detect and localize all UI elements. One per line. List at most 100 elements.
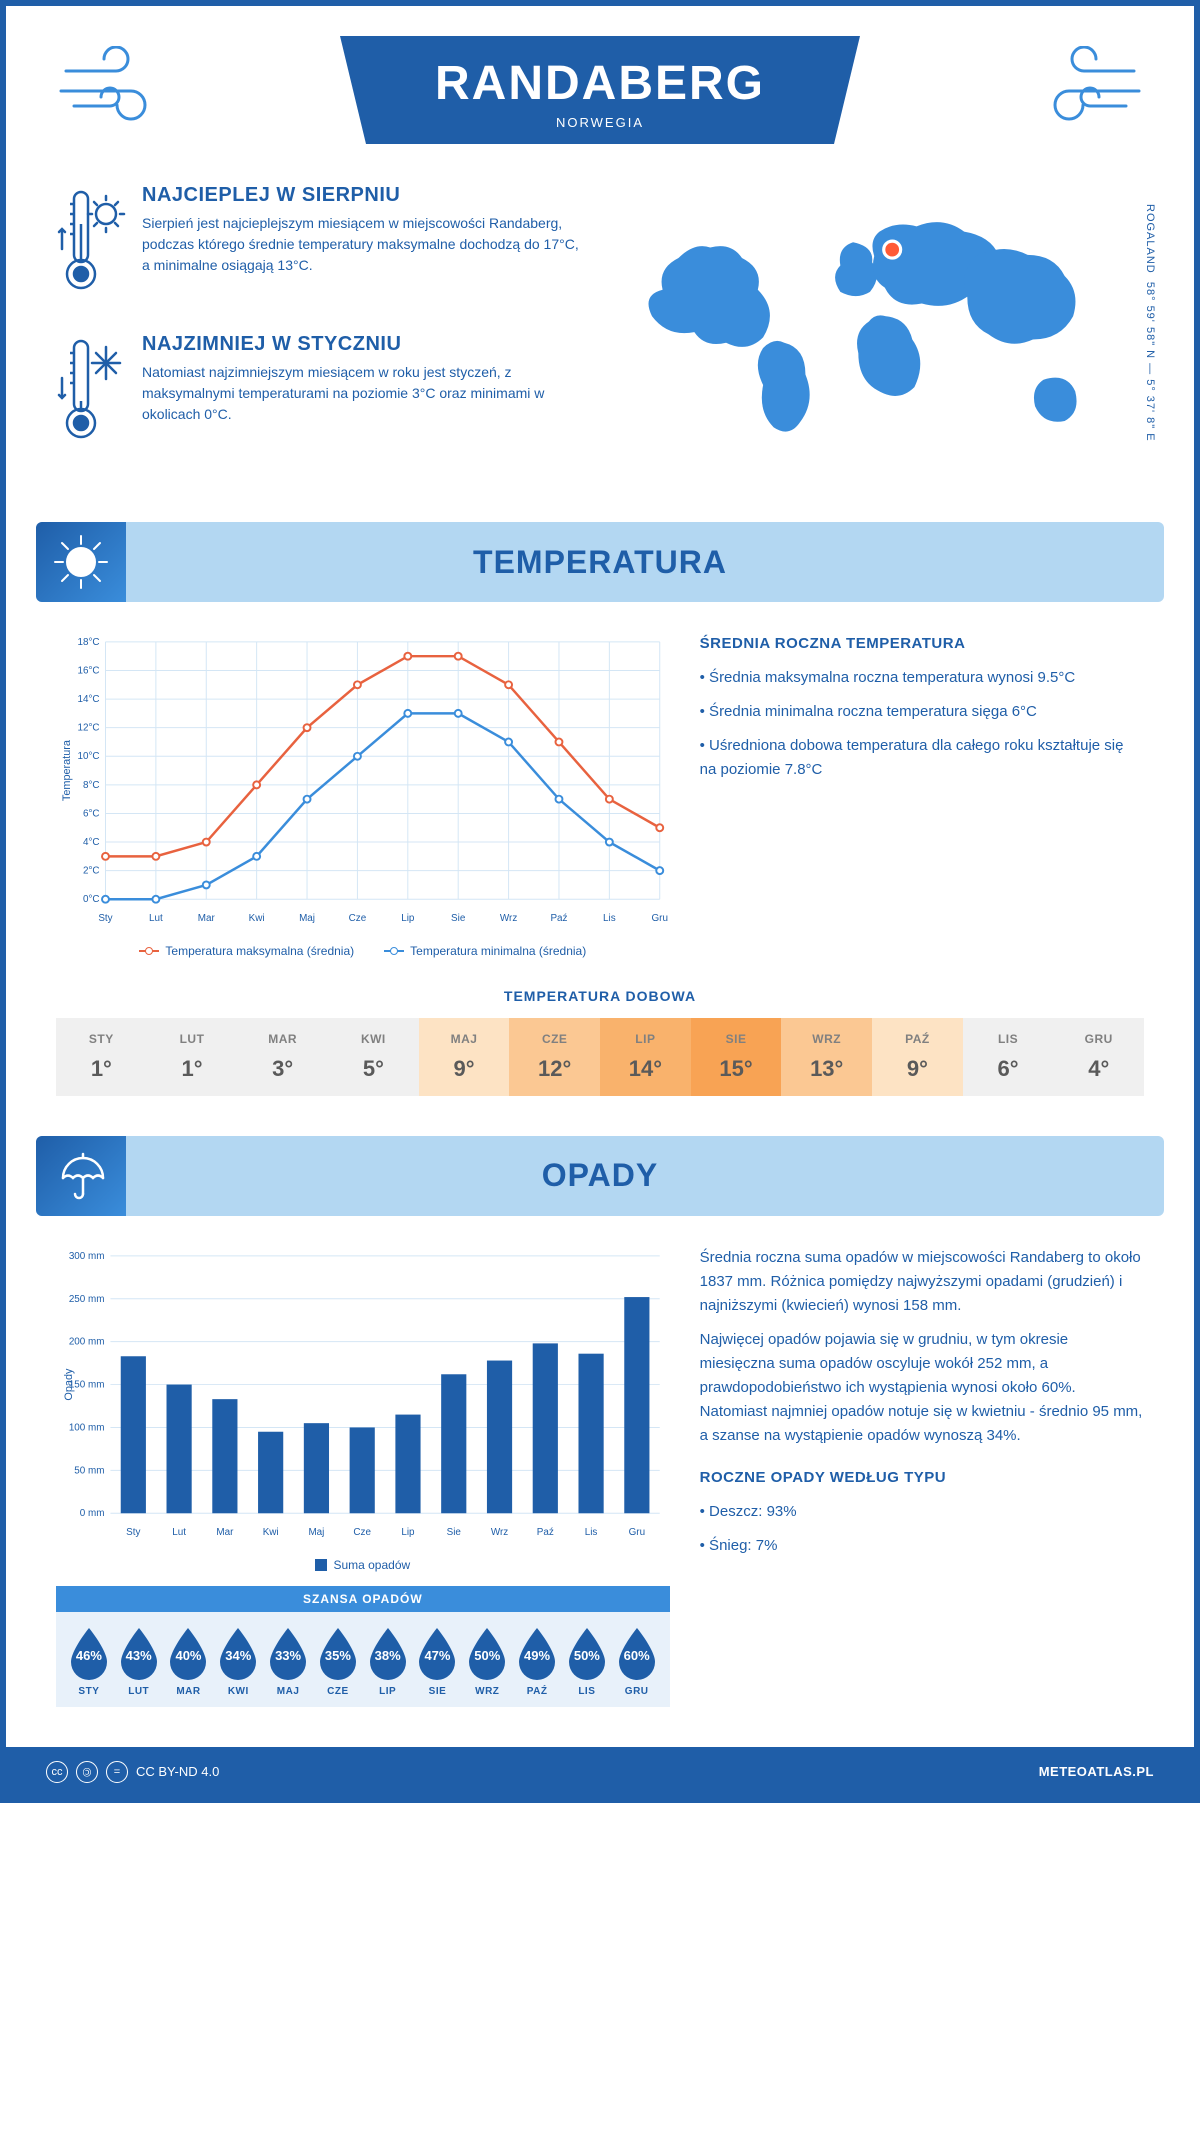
sun-icon bbox=[36, 522, 126, 602]
svg-text:Kwi: Kwi bbox=[249, 913, 265, 924]
svg-text:Mar: Mar bbox=[216, 1527, 234, 1538]
temp-text-heading: ŚREDNIA ROCZNA TEMPERATURA bbox=[700, 632, 1144, 656]
precip-type-heading: ROCZNE OPADY WEDŁUG TYPU bbox=[700, 1466, 1144, 1490]
svg-text:Lis: Lis bbox=[585, 1527, 598, 1538]
daily-temp-cell: CZE12° bbox=[509, 1018, 600, 1096]
precipitation-body: 0 mm50 mm100 mm150 mm200 mm250 mm300 mmS… bbox=[6, 1226, 1194, 1727]
rain-chance-cell: 47%SIE bbox=[413, 1626, 463, 1697]
precip-bullets: • Deszcz: 93%• Śnieg: 7% bbox=[700, 1500, 1144, 1558]
rain-chance-cell: 60%GRU bbox=[612, 1626, 662, 1697]
rain-chance-cell: 33%MAJ bbox=[263, 1626, 313, 1697]
city-title: RANDABERG bbox=[420, 56, 780, 111]
svg-text:Lut: Lut bbox=[172, 1527, 186, 1538]
svg-text:200 mm: 200 mm bbox=[69, 1337, 105, 1348]
rain-chance-cell: 49%PAŹ bbox=[512, 1626, 562, 1697]
svg-text:Maj: Maj bbox=[308, 1527, 324, 1538]
svg-text:Paź: Paź bbox=[550, 913, 567, 924]
thermometer-snow-icon bbox=[56, 333, 126, 458]
svg-text:300 mm: 300 mm bbox=[69, 1251, 105, 1262]
svg-text:Lip: Lip bbox=[401, 1527, 415, 1538]
daily-temperature-table: TEMPERATURA DOBOWA STY1°LUT1°MAR3°KWI5°M… bbox=[6, 978, 1194, 1126]
svg-text:Gru: Gru bbox=[652, 913, 668, 924]
country-subtitle: NORWEGIA bbox=[420, 115, 780, 130]
svg-text:0 mm: 0 mm bbox=[80, 1508, 105, 1519]
temp-bullets: • Średnia maksymalna roczna temperatura … bbox=[700, 666, 1144, 782]
rain-chance-cell: 38%LIP bbox=[363, 1626, 413, 1697]
warmest-text: Sierpień jest najcieplejszym miesiącem w… bbox=[142, 213, 585, 276]
daily-temp-cell: WRZ13° bbox=[781, 1018, 872, 1096]
rain-chance-title: SZANSA OPADÓW bbox=[56, 1586, 670, 1612]
license: cc 🄯 = CC BY-ND 4.0 bbox=[46, 1761, 219, 1783]
svg-text:Sty: Sty bbox=[98, 913, 112, 924]
footer: cc 🄯 = CC BY-ND 4.0 METEOATLAS.PL bbox=[6, 1747, 1194, 1797]
daily-temp-cell: MAR3° bbox=[237, 1018, 328, 1096]
svg-text:14°C: 14°C bbox=[77, 694, 99, 705]
daily-temp-cell: LUT1° bbox=[147, 1018, 238, 1096]
legend-min: Temperatura minimalna (średnia) bbox=[410, 944, 586, 958]
coordinates: ROGALAND 58° 59' 58" N — 5° 37' 8" E bbox=[1144, 204, 1156, 442]
svg-text:Sie: Sie bbox=[447, 1527, 462, 1538]
daily-temp-cell: KWI5° bbox=[328, 1018, 419, 1096]
daily-temp-cell: LIS6° bbox=[963, 1018, 1054, 1096]
daily-temp-cell: STY1° bbox=[56, 1018, 147, 1096]
rain-chance-cell: 50%WRZ bbox=[462, 1626, 512, 1697]
svg-text:Cze: Cze bbox=[349, 913, 367, 924]
svg-text:50 mm: 50 mm bbox=[74, 1465, 104, 1476]
daily-temp-cell: SIE15° bbox=[691, 1018, 782, 1096]
warmest-title: NAJCIEPLEJ W SIERPNIU bbox=[142, 184, 585, 207]
temp-bullet: • Uśredniona dobowa temperatura dla całe… bbox=[700, 734, 1144, 782]
svg-text:Kwi: Kwi bbox=[263, 1527, 279, 1538]
svg-text:Maj: Maj bbox=[299, 913, 315, 924]
svg-text:10°C: 10°C bbox=[77, 751, 99, 762]
svg-text:100 mm: 100 mm bbox=[69, 1422, 105, 1433]
svg-text:16°C: 16°C bbox=[77, 665, 99, 676]
intro-section: NAJCIEPLEJ W SIERPNIU Sierpień jest najc… bbox=[6, 164, 1194, 512]
warmest-block: NAJCIEPLEJ W SIERPNIU Sierpień jest najc… bbox=[56, 184, 585, 309]
svg-text:250 mm: 250 mm bbox=[69, 1294, 105, 1305]
svg-text:Lut: Lut bbox=[149, 913, 163, 924]
svg-text:Wrz: Wrz bbox=[491, 1527, 508, 1538]
temp-bullet: • Średnia maksymalna roczna temperatura … bbox=[700, 666, 1144, 690]
title-banner: RANDABERG NORWEGIA bbox=[340, 36, 860, 144]
daily-temp-title: TEMPERATURA DOBOWA bbox=[56, 988, 1144, 1004]
section-title: TEMPERATURA bbox=[473, 544, 727, 581]
thermometer-sun-icon bbox=[56, 184, 126, 309]
svg-text:Temperatura: Temperatura bbox=[61, 739, 73, 801]
umbrella-icon bbox=[36, 1136, 126, 1216]
svg-text:Lis: Lis bbox=[603, 913, 616, 924]
temperature-body: 0°C2°C4°C6°C8°C10°C12°C14°C16°C18°CStyLu… bbox=[6, 612, 1194, 978]
svg-text:18°C: 18°C bbox=[77, 637, 99, 648]
legend-sum: Suma opadów bbox=[333, 1558, 410, 1572]
daily-temp-cell: GRU4° bbox=[1053, 1018, 1144, 1096]
rain-chance-cell: 34%KWI bbox=[213, 1626, 263, 1697]
legend-max: Temperatura maksymalna (średnia) bbox=[165, 944, 354, 958]
rain-chance-cell: 46%STY bbox=[64, 1626, 114, 1697]
daily-temp-cell: PAŹ9° bbox=[872, 1018, 963, 1096]
site-name: METEOATLAS.PL bbox=[1039, 1764, 1154, 1779]
temp-bullet: • Średnia minimalna roczna temperatura s… bbox=[700, 700, 1144, 724]
rain-chance-cell: 40%MAR bbox=[164, 1626, 214, 1697]
precip-bullet: • Śnieg: 7% bbox=[700, 1534, 1144, 1558]
header: RANDABERG NORWEGIA bbox=[6, 6, 1194, 164]
precipitation-section-header: OPADY bbox=[36, 1136, 1164, 1216]
world-map bbox=[615, 184, 1144, 464]
svg-text:Wrz: Wrz bbox=[500, 913, 517, 924]
rain-chance-cell: 43%LUT bbox=[114, 1626, 164, 1697]
daily-temp-cell: LIP14° bbox=[600, 1018, 691, 1096]
rain-chance-cell: 50%LIS bbox=[562, 1626, 612, 1697]
svg-text:Paź: Paź bbox=[537, 1527, 554, 1538]
by-icon: 🄯 bbox=[76, 1761, 98, 1783]
svg-text:Cze: Cze bbox=[353, 1527, 371, 1538]
precipitation-bar-chart: 0 mm50 mm100 mm150 mm200 mm250 mm300 mmS… bbox=[56, 1246, 670, 1548]
svg-text:4°C: 4°C bbox=[83, 837, 100, 848]
cc-icon: cc bbox=[46, 1761, 68, 1783]
coldest-title: NAJZIMNIEJ W STYCZNIU bbox=[142, 333, 585, 356]
svg-text:12°C: 12°C bbox=[77, 723, 99, 734]
rain-chance-cell: 35%CZE bbox=[313, 1626, 363, 1697]
rain-chance-panel: SZANSA OPADÓW 46%STY43%LUT40%MAR34%KWI33… bbox=[56, 1586, 670, 1707]
svg-text:Gru: Gru bbox=[629, 1527, 645, 1538]
svg-text:Sty: Sty bbox=[126, 1527, 140, 1538]
precipitation-legend: Suma opadów bbox=[56, 1558, 670, 1572]
precip-text-2: Najwięcej opadów pojawia się w grudniu, … bbox=[700, 1328, 1144, 1448]
page: RANDABERG NORWEGIA NAJCIEPLEJ W SIERPNIU… bbox=[0, 0, 1200, 1803]
